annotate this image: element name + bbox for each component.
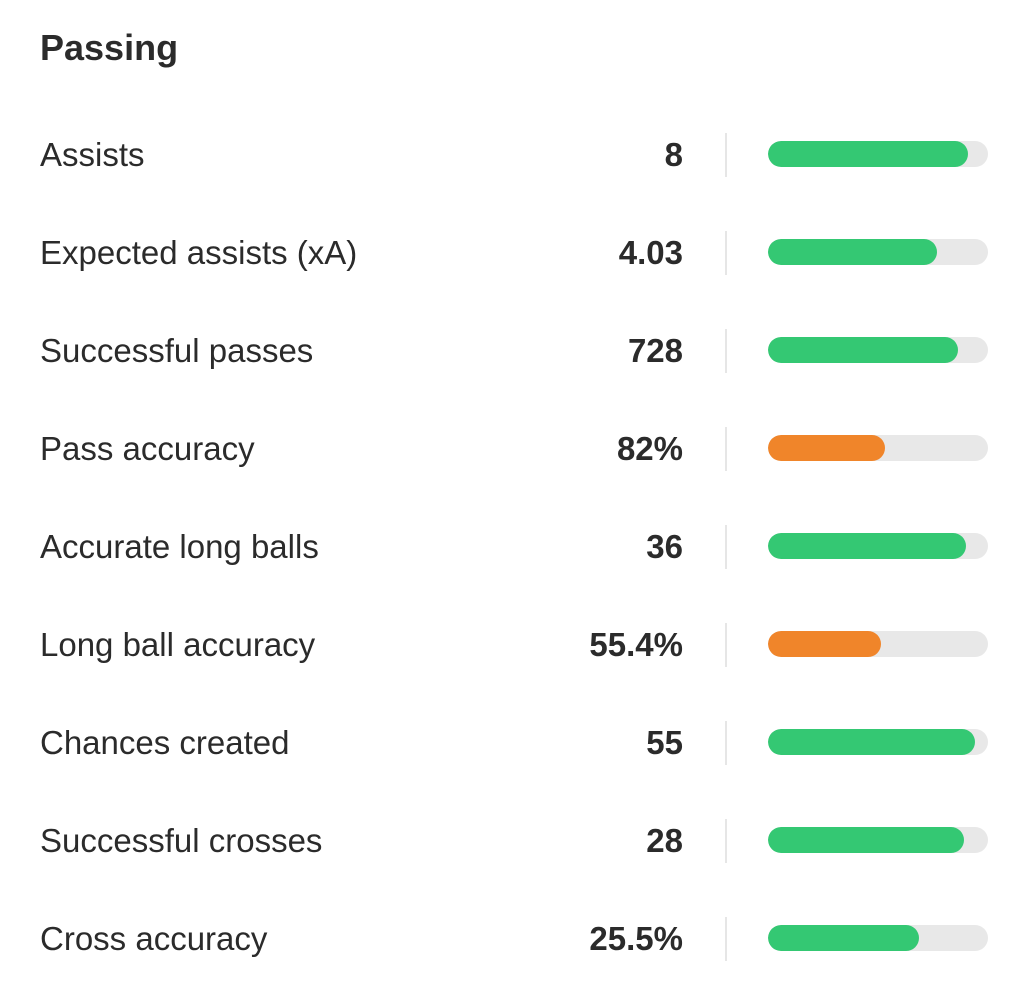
percentile-bar-fill xyxy=(768,239,938,265)
stat-label: Expected assists (xA) xyxy=(40,234,358,271)
stat-divider xyxy=(725,329,727,373)
percentile-bar-fill xyxy=(768,141,969,167)
stat-label: Long ball accuracy xyxy=(40,626,316,663)
percentile-bar-track xyxy=(768,925,988,951)
stat-row[interactable]: Successful passes 728 xyxy=(0,301,1024,399)
percentile-bar-track xyxy=(768,239,988,265)
percentile-bar-track xyxy=(768,827,988,853)
percentile-bar-fill xyxy=(768,827,964,853)
percentile-bar-fill xyxy=(768,925,919,951)
stats-list: Assists 8 Expected assists (xA) 4.03 Success… xyxy=(0,105,1024,987)
percentile-bar-track xyxy=(768,729,988,755)
stat-divider xyxy=(725,133,727,177)
percentile-bar-fill xyxy=(768,729,975,755)
stat-label: Assists xyxy=(40,136,145,173)
stat-value: 4.03 xyxy=(618,234,683,271)
percentile-bar-fill xyxy=(768,533,966,559)
stat-label: Accurate long balls xyxy=(40,528,319,565)
stat-divider xyxy=(725,721,727,765)
stat-value: 28 xyxy=(646,822,683,859)
stat-row[interactable]: Chances created 55 xyxy=(0,693,1024,791)
percentile-bar-fill xyxy=(768,631,882,657)
stat-value: 36 xyxy=(646,528,683,565)
stat-divider xyxy=(725,917,727,961)
section-title: Passing xyxy=(40,27,179,68)
stat-divider xyxy=(725,231,727,275)
stat-row[interactable]: Cross accuracy 25.5% xyxy=(0,889,1024,987)
stat-value: 728 xyxy=(627,332,683,369)
percentile-bar-track xyxy=(768,337,988,363)
stat-label: Successful crosses xyxy=(40,822,323,859)
percentile-bar-track xyxy=(768,435,988,461)
stat-value: 82% xyxy=(616,430,683,467)
stat-divider xyxy=(725,623,727,667)
stat-label: Cross accuracy xyxy=(40,920,268,957)
percentile-bar-track xyxy=(768,141,988,167)
stat-value: 55 xyxy=(646,724,683,761)
stat-row[interactable]: Long ball accuracy 55.4% xyxy=(0,595,1024,693)
stat-value: 8 xyxy=(664,136,683,173)
stat-value: 25.5% xyxy=(589,920,683,957)
percentile-bar-fill xyxy=(768,337,959,363)
stat-row[interactable]: Pass accuracy 82% xyxy=(0,399,1024,497)
stat-divider xyxy=(725,525,727,569)
stat-value: 55.4% xyxy=(589,626,683,663)
percentile-bar-track xyxy=(768,533,988,559)
stat-label: Pass accuracy xyxy=(40,430,255,467)
stat-row[interactable]: Successful crosses 28 xyxy=(0,791,1024,889)
percentile-bar-fill xyxy=(768,435,885,461)
stat-label: Successful passes xyxy=(40,332,314,369)
stat-row[interactable]: Accurate long balls 36 xyxy=(0,497,1024,595)
stat-label: Chances created xyxy=(40,724,290,761)
stat-row[interactable]: Expected assists (xA) 4.03 xyxy=(0,203,1024,301)
stat-divider xyxy=(725,819,727,863)
percentile-bar-track xyxy=(768,631,988,657)
stat-divider xyxy=(725,427,727,471)
stat-row[interactable]: Assists 8 xyxy=(0,105,1024,203)
